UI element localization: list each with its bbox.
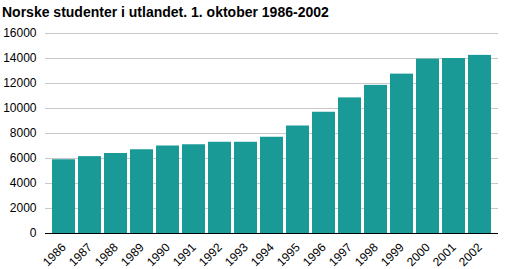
svg-text:1997: 1997 [326,240,355,269]
svg-text:1999: 1999 [378,240,407,269]
svg-text:6000: 6000 [10,151,37,165]
svg-text:4000: 4000 [10,176,37,190]
svg-text:1996: 1996 [300,240,329,269]
svg-text:1988: 1988 [92,240,121,269]
svg-text:16000: 16000 [3,26,37,40]
svg-text:8000: 8000 [10,126,37,140]
svg-text:12000: 12000 [3,76,37,90]
svg-text:2002: 2002 [456,240,485,269]
svg-text:14000: 14000 [3,51,37,65]
svg-text:1987: 1987 [66,240,95,269]
svg-text:2000: 2000 [10,201,37,215]
svg-text:1993: 1993 [222,240,251,269]
svg-text:0: 0 [30,226,37,240]
svg-text:10000: 10000 [3,101,37,115]
svg-text:1992: 1992 [196,240,225,269]
html-text:Norske studenter i utlandet. 1: Norske studenter i utlandet. 1. oktober … [2,4,329,20]
svg-text:1994: 1994 [248,240,277,269]
svg-text:2000: 2000 [404,240,433,269]
svg-text:1995: 1995 [274,240,303,269]
svg-text:1998: 1998 [352,240,381,269]
svg-text:1991: 1991 [170,240,199,269]
svg-text:1990: 1990 [144,240,173,269]
svg-text:1989: 1989 [118,240,147,269]
svg-text:2001: 2001 [430,240,459,269]
svg-text:1986: 1986 [40,240,69,269]
